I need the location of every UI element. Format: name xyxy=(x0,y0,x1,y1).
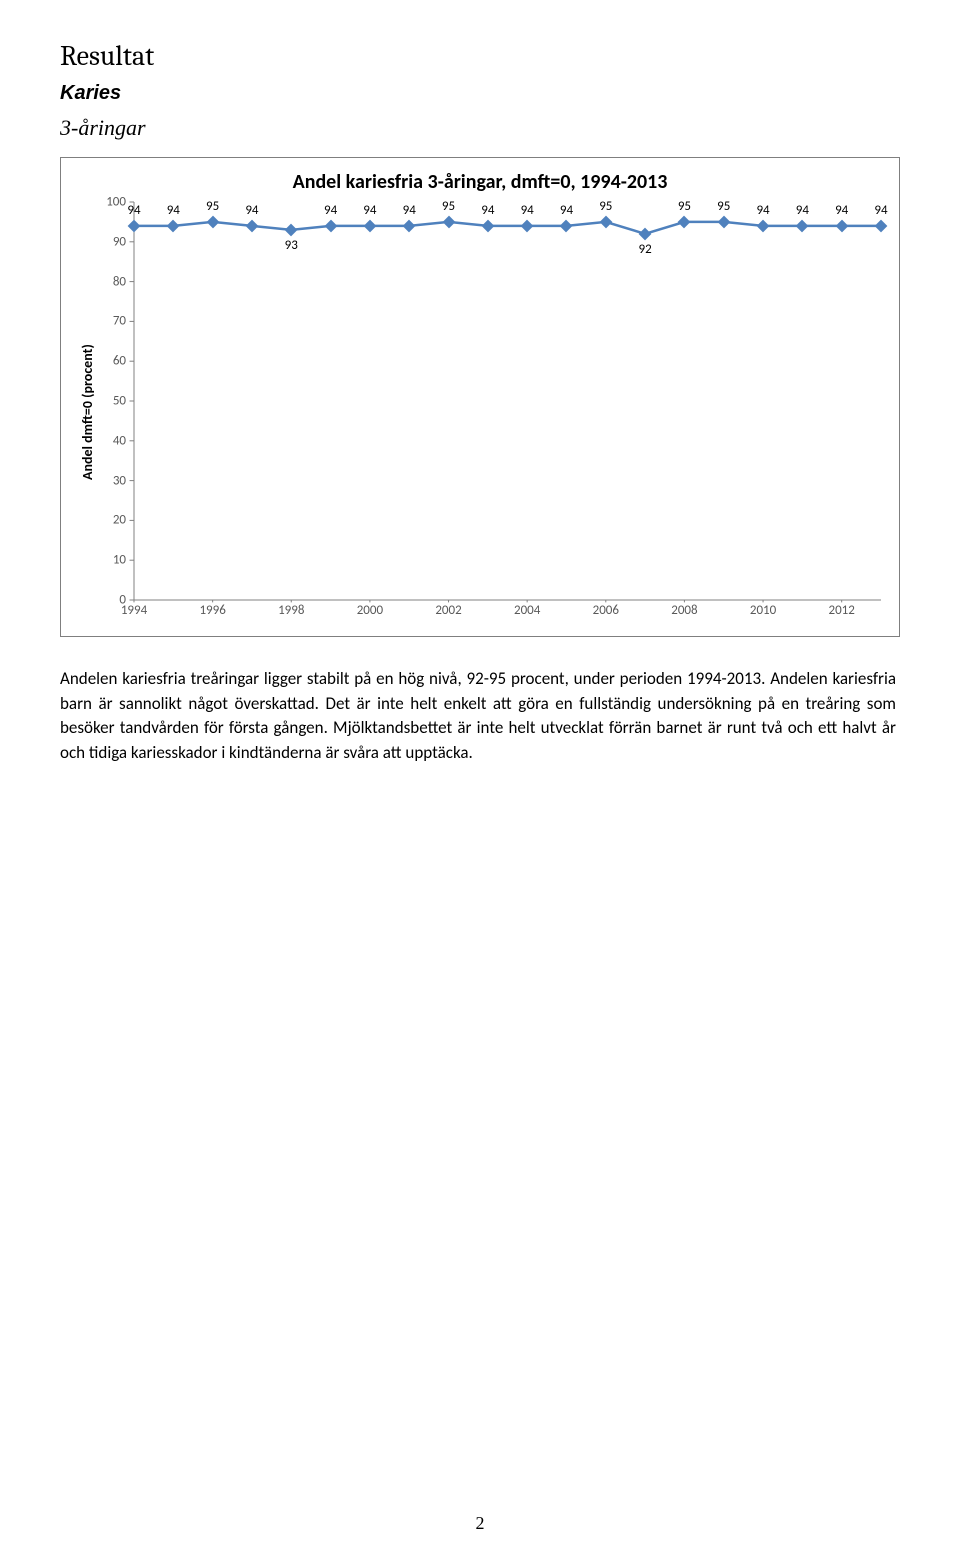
chart-marker xyxy=(206,216,219,229)
x-tick-label: 2010 xyxy=(750,603,776,618)
chart-marker xyxy=(167,220,180,233)
chart-data-label: 93 xyxy=(285,238,298,253)
chart-data-label: 94 xyxy=(245,203,258,218)
heading-resultat: Resultat xyxy=(60,40,900,72)
chart-marker xyxy=(481,220,494,233)
y-tick-label: 50 xyxy=(113,394,126,409)
x-tick-label: 2006 xyxy=(593,603,619,618)
chart-data-label: 94 xyxy=(403,203,416,218)
plot-area: 0102030405060708090100 94949594939494949… xyxy=(96,202,885,600)
chart-marker xyxy=(717,216,730,229)
chart-data-label: 94 xyxy=(756,203,769,218)
y-tick-label: 30 xyxy=(113,473,126,488)
x-ticks: 1994199619982000200220042006200820102012 xyxy=(134,600,881,622)
plot-wrap: 0102030405060708090100 94949594939494949… xyxy=(96,202,885,622)
chart-data-label: 94 xyxy=(835,203,848,218)
chart-data-label: 94 xyxy=(167,203,180,218)
chart-data-label: 95 xyxy=(717,199,730,214)
y-ticks: 0102030405060708090100 xyxy=(96,202,130,600)
chart-marker xyxy=(560,220,573,233)
chart-data-label: 94 xyxy=(324,203,337,218)
chart-data-label: 94 xyxy=(481,203,494,218)
x-tick-label: 1996 xyxy=(199,603,225,618)
x-tick-label: 2008 xyxy=(671,603,697,618)
chart-data-label: 94 xyxy=(363,203,376,218)
x-tick-label: 2012 xyxy=(828,603,854,618)
chart-marker xyxy=(599,216,612,229)
chart-data-label: 94 xyxy=(796,203,809,218)
chart-marker xyxy=(757,220,770,233)
chart-marker xyxy=(364,220,377,233)
y-tick-label: 40 xyxy=(113,433,126,448)
plot-svg: 9494959493949494959494949592959594949494 xyxy=(134,202,881,600)
chart-data-label: 94 xyxy=(521,203,534,218)
y-tick-label: 70 xyxy=(113,314,126,329)
chart-title: Andel kariesfria 3-åringar, dmft=0, 1994… xyxy=(75,170,885,194)
page-number: 2 xyxy=(0,1513,960,1534)
heading-age-group: 3-åringar xyxy=(60,115,900,141)
chart-marker xyxy=(875,220,888,233)
chart-marker xyxy=(442,216,455,229)
chart-data-label: 94 xyxy=(127,203,140,218)
chart-marker xyxy=(324,220,337,233)
x-tick-label: 2000 xyxy=(357,603,383,618)
chart-data-label: 95 xyxy=(599,199,612,214)
chart-data-label: 94 xyxy=(560,203,573,218)
x-tick-label: 1998 xyxy=(278,603,304,618)
y-tick-label: 90 xyxy=(113,234,126,249)
y-tick-label: 60 xyxy=(113,354,126,369)
chart-data-label: 94 xyxy=(874,203,887,218)
chart-marker xyxy=(639,227,652,240)
chart-container: Andel kariesfria 3-åringar, dmft=0, 1994… xyxy=(60,157,900,637)
chart-marker xyxy=(285,223,298,236)
chart-data-label: 95 xyxy=(206,199,219,214)
y-tick-label: 20 xyxy=(113,513,126,528)
y-axis-label: Andel dmft=0 (procent) xyxy=(75,202,96,622)
chart-data-label: 95 xyxy=(678,199,691,214)
chart-marker xyxy=(796,220,809,233)
chart-marker xyxy=(678,216,691,229)
chart-marker xyxy=(246,220,259,233)
chart-marker xyxy=(835,220,848,233)
x-tick-label: 2004 xyxy=(514,603,540,618)
x-tick-label: 1994 xyxy=(121,603,147,618)
y-tick-label: 100 xyxy=(106,195,126,210)
y-tick-label: 10 xyxy=(113,553,126,568)
chart-marker xyxy=(403,220,416,233)
chart-body: Andel dmft=0 (procent) 01020304050607080… xyxy=(75,202,885,622)
chart-overlay: 9494959493949494959494949592959594949494 xyxy=(134,202,881,600)
y-tick-label: 80 xyxy=(113,274,126,289)
chart-data-label: 95 xyxy=(442,199,455,214)
x-tick-label: 2002 xyxy=(435,603,461,618)
chart-data-label: 92 xyxy=(639,242,652,257)
chart-marker xyxy=(521,220,534,233)
heading-karies: Karies xyxy=(60,82,900,105)
body-paragraph: Andelen kariesfria treåringar ligger sta… xyxy=(60,667,896,766)
